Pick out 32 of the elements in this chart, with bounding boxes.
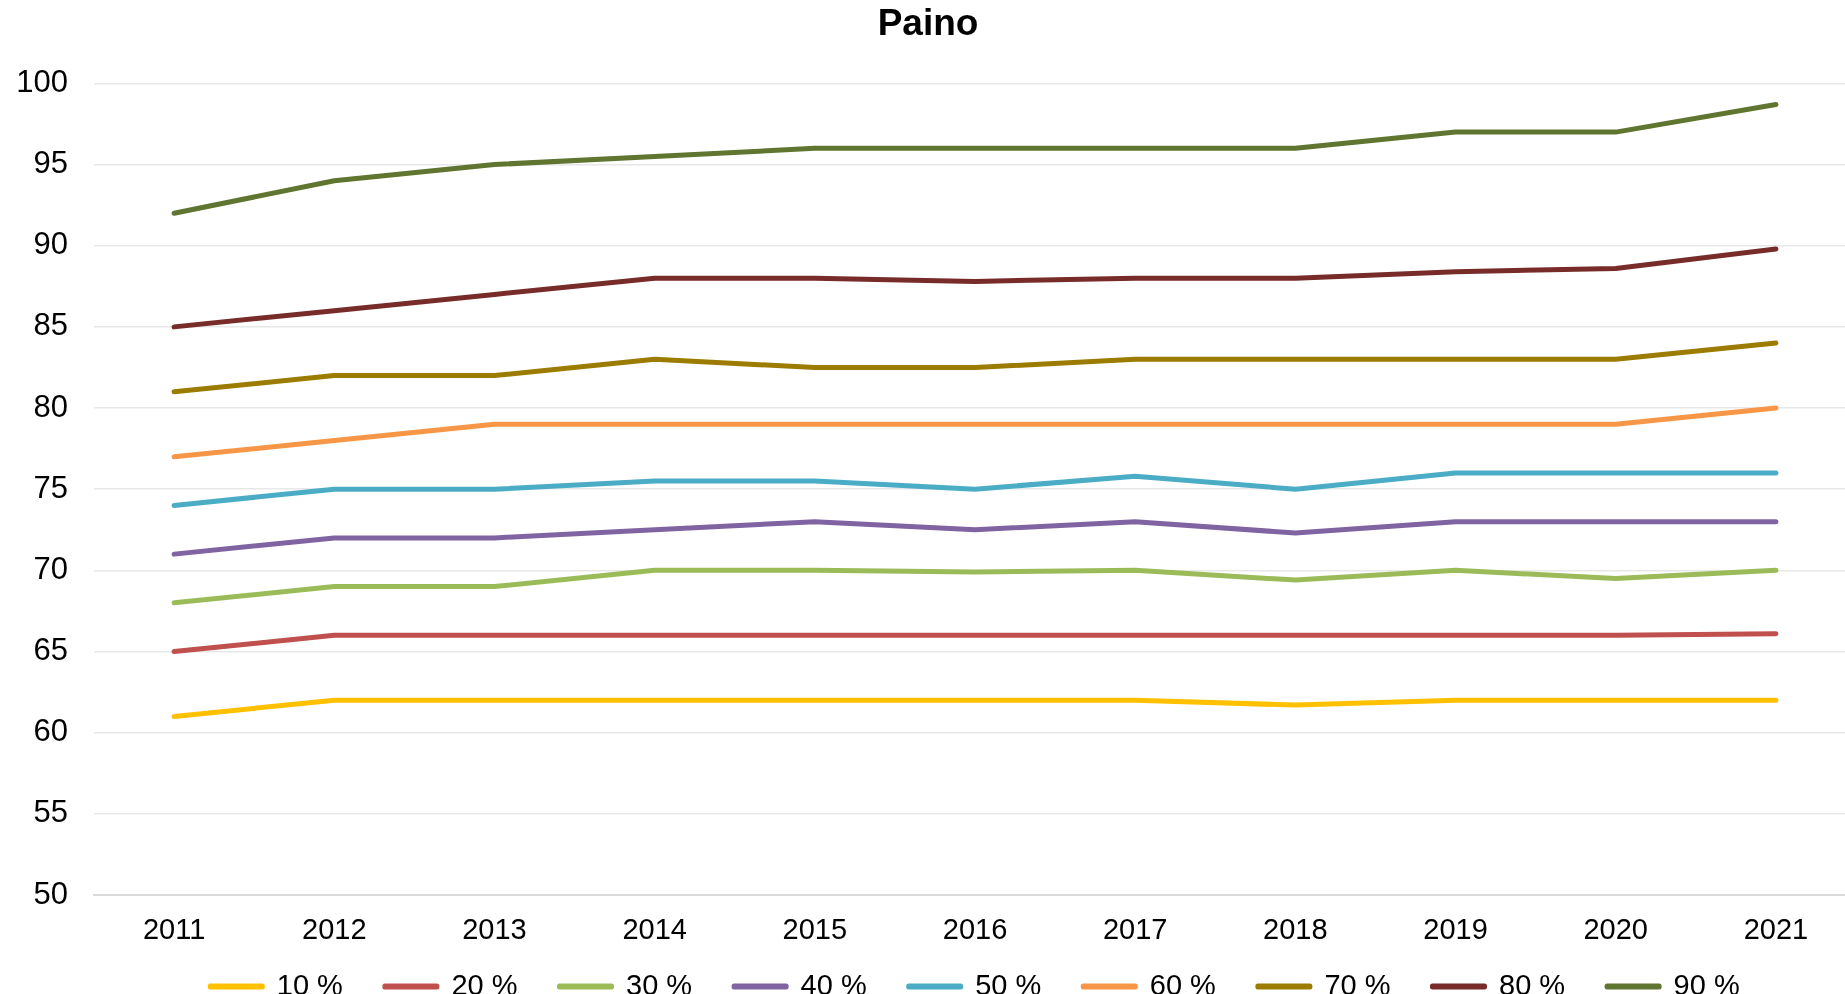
legend-label: 10 % bbox=[276, 968, 343, 994]
x-tick-label: 2021 bbox=[1743, 913, 1809, 946]
y-tick-label: 70 bbox=[33, 550, 68, 586]
legend-label: 30 % bbox=[626, 968, 693, 994]
x-tick-label: 2013 bbox=[462, 913, 527, 946]
x-tick-label: 2017 bbox=[1102, 913, 1168, 946]
x-tick-label: 2014 bbox=[622, 913, 687, 946]
legend-label: 50 % bbox=[975, 968, 1042, 994]
y-tick-label: 100 bbox=[16, 63, 68, 99]
legend-label: 20 % bbox=[451, 968, 518, 994]
x-tick-label: 2015 bbox=[782, 913, 848, 946]
legend-label: 90 % bbox=[1673, 968, 1740, 994]
legend-label: 40 % bbox=[800, 968, 867, 994]
x-tick-label: 2018 bbox=[1263, 913, 1328, 946]
y-tick-label: 85 bbox=[33, 307, 68, 343]
y-tick-label: 90 bbox=[33, 226, 68, 262]
y-tick-label: 80 bbox=[33, 388, 68, 424]
chart-title: Paino bbox=[877, 2, 979, 44]
legend-label: 80 % bbox=[1499, 968, 1566, 994]
x-tick-label: 2016 bbox=[942, 913, 1008, 946]
y-tick-label: 75 bbox=[33, 469, 68, 505]
y-tick-label: 55 bbox=[33, 794, 68, 830]
y-tick-label: 60 bbox=[33, 713, 68, 749]
y-tick-label: 65 bbox=[33, 632, 68, 668]
x-tick-label: 2012 bbox=[302, 913, 367, 946]
x-tick-label: 2011 bbox=[142, 913, 206, 946]
legend-label: 60 % bbox=[1149, 968, 1216, 994]
x-tick-label: 2019 bbox=[1423, 913, 1488, 946]
legend-label: 70 % bbox=[1324, 968, 1391, 994]
x-tick-label: 2020 bbox=[1583, 913, 1648, 946]
y-tick-label: 95 bbox=[33, 145, 68, 181]
y-tick-label: 50 bbox=[33, 875, 68, 911]
